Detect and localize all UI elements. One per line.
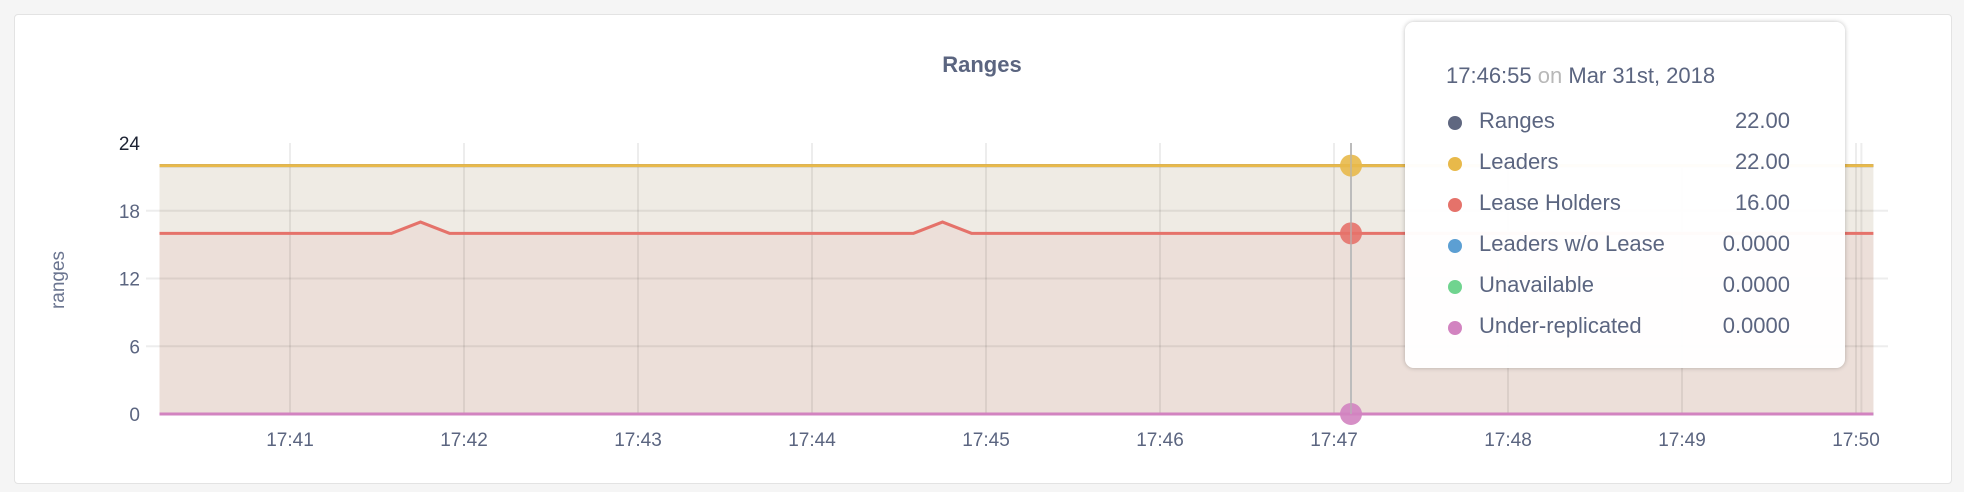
legend-dot-icon [1448,198,1462,212]
y-tick-label: 24 [119,134,141,155]
tooltip-series-value: 0.0000 [1722,272,1790,297]
legend-dot-icon [1448,157,1462,171]
tooltip-series-value: 22.00 [1734,108,1790,133]
x-tick-label: 17:43 [614,430,662,451]
legend-dot-icon [1448,321,1462,335]
tooltip-series-value: 0.0000 [1722,313,1790,338]
x-tick-label: 17:41 [266,430,314,451]
tooltip-series-label: Leaders w/o Lease [1479,231,1665,256]
tooltip-row: Under-replicated 0.0000 [1446,313,1790,343]
tooltip-date: Mar 31st, 2018 [1568,63,1716,88]
tooltip-series-label: Under-replicated [1479,313,1642,338]
tooltip-series-label: Lease Holders [1479,190,1621,215]
tooltip-series-label: Ranges [1479,108,1555,133]
x-tick-label: 17:50 [1832,430,1880,451]
series-line-lease-holders [159,220,1874,235]
tooltip-row: Unavailable 0.0000 [1446,272,1790,302]
y-axis-label: ranges [48,251,69,309]
y-tick-label: 18 [119,202,140,223]
tooltip-row: Lease Holders 16.00 [1446,190,1790,220]
x-tick-label: 17:44 [788,430,836,451]
hover-tooltip: 17:46:55 on Mar 31st, 2018 Ranges 22.00 Le… [1405,22,1845,368]
x-tick-label: 17:45 [962,430,1010,451]
tooltip-on: on [1537,63,1563,88]
legend-dot-icon [1448,280,1462,294]
tooltip-series-value: 22.00 [1734,149,1790,174]
legend-dot-icon [1448,239,1462,253]
x-tick-label: 17:49 [1658,430,1706,451]
tooltip-row: Leaders 22.00 [1446,149,1790,179]
x-tick-label: 17:42 [440,430,488,451]
chart-title: Ranges [942,52,1022,77]
tooltip-series-label: Unavailable [1479,272,1594,297]
tooltip-series-value: 16.00 [1734,190,1790,215]
y-tick-label: 12 [119,270,140,291]
y-tick-label: 6 [129,337,140,358]
tooltip-header: 17:46:55 on Mar 31st, 2018 [1446,63,1715,89]
tooltip-time: 17:46:55 [1446,63,1532,88]
tooltip-row: Ranges 22.00 [1446,108,1790,138]
x-tick-label: 17:48 [1484,430,1532,451]
y-tick-label: 0 [129,405,140,426]
legend-dot-icon [1448,116,1462,130]
tooltip-series-value: 0.0000 [1722,231,1790,256]
tooltip-series-label: Leaders [1479,149,1559,174]
tooltip-row: Leaders w/o Lease 0.0000 [1446,231,1790,261]
x-tick-label: 17:46 [1136,430,1184,451]
x-tick-label: 17:47 [1310,430,1358,451]
